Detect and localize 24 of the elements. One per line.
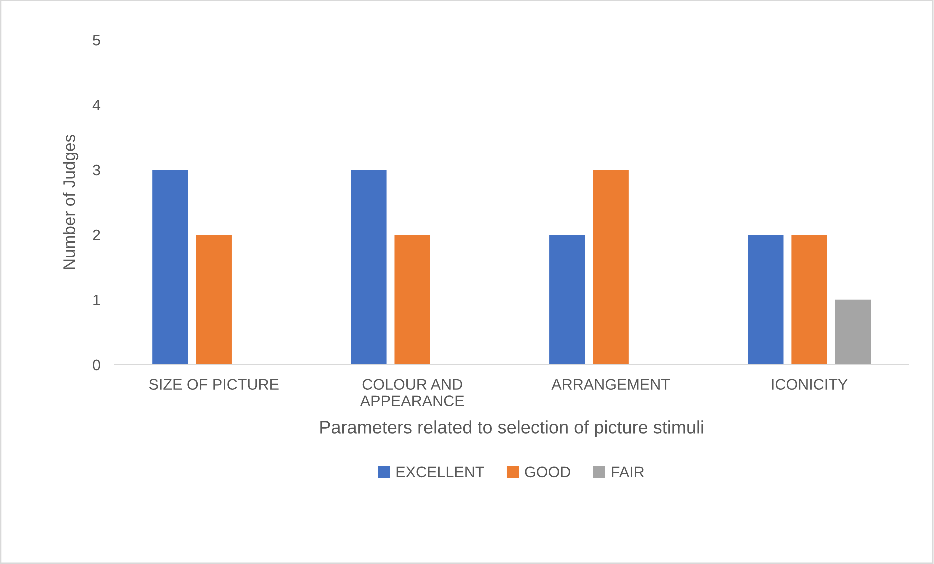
bar [748,234,784,365]
y-tick-label: 2 [93,230,100,240]
y-tick-label: 5 [93,35,100,46]
x-axis-title: Parameters related to selection of picture stimuli [320,420,704,438]
legend-label: FAIR [612,466,644,478]
y-tick-label: 0 [93,360,100,371]
legend-label: GOOD [525,466,570,478]
bar [593,170,629,365]
x-tick-label: ICONICITY [772,379,848,390]
x-tick-label: ARRANGEMENT [552,379,670,390]
bar [196,234,232,365]
bar [394,234,430,365]
bar [550,234,586,365]
y-tick-label: 4 [92,100,101,111]
bar [792,234,828,365]
legend-label: EXCELLENT [396,466,484,478]
bar [152,170,188,365]
x-tick-label: COLOUR AND APPEARANCE [360,379,464,406]
x-tick-label: SIZE OF PICTURE [149,379,279,390]
y-tick-label: 3 [93,164,100,176]
y-tick-label: 1 [94,294,100,306]
bar [351,170,387,365]
bar [835,300,872,365]
y-axis-title: Number of Judges [63,134,79,270]
